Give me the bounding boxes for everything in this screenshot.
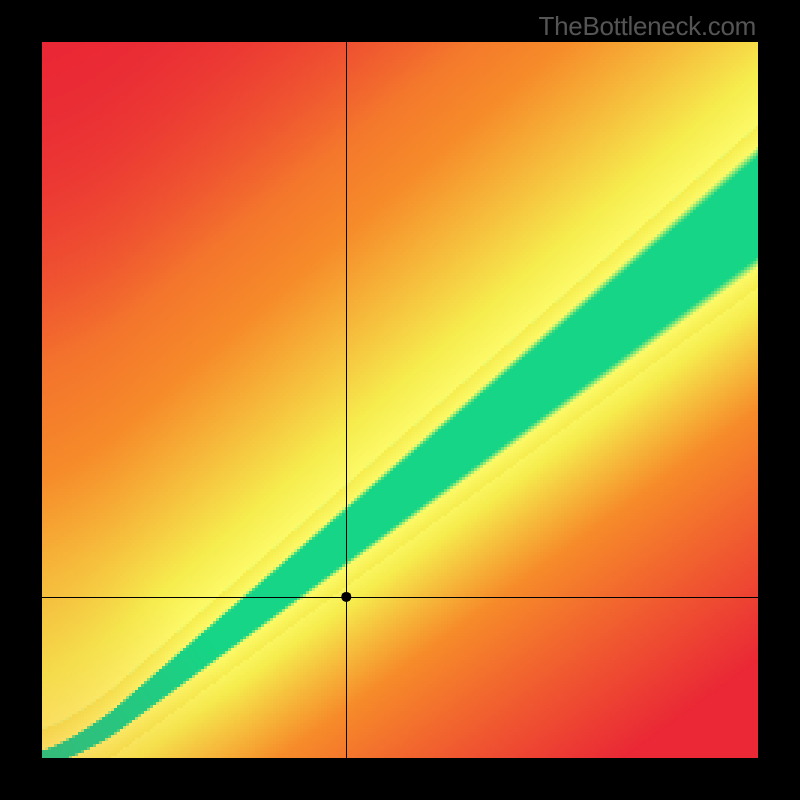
stage: TheBottleneck.com <box>0 0 800 800</box>
bottleneck-heatmap <box>0 0 800 800</box>
